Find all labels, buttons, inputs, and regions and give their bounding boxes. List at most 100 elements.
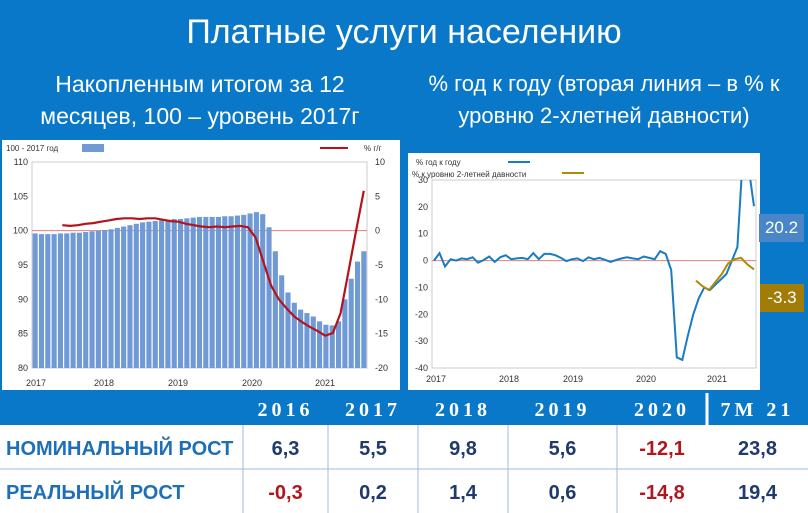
table-row-label: НОМИНАЛЬНЫЙ РОСТ xyxy=(6,436,233,460)
x-tick-label: 2018 xyxy=(94,378,114,388)
bar xyxy=(121,226,127,368)
y-left-tick-label: 80 xyxy=(18,363,28,373)
x-tick-label: 2017 xyxy=(426,374,446,384)
x-tick-label: 2020 xyxy=(636,374,656,384)
bar xyxy=(190,217,196,368)
legend-bars-label: 100 - 2017 год xyxy=(6,144,58,153)
y-tick-label: 0 xyxy=(423,256,428,266)
bar xyxy=(127,225,133,368)
left-chart: 80 85 90 95 100 105 110 -20 -15 -10 -5 0 5 10 2017 2018… xyxy=(2,140,400,390)
table-header-bg xyxy=(0,393,808,425)
table-cell: 1,4 xyxy=(449,482,478,504)
y-right-tick-label: -10 xyxy=(375,294,388,304)
legend-bars-swatch xyxy=(82,144,104,152)
yoy-red-line xyxy=(62,190,365,337)
bar xyxy=(329,325,335,368)
table-year-header: 2020 xyxy=(634,399,690,421)
plot-frame xyxy=(431,179,757,369)
bar xyxy=(108,229,114,368)
bar xyxy=(133,223,139,368)
left-chart-subtitle: Накопленным итогом за 12 месяцев, 100 – … xyxy=(40,71,360,129)
bar xyxy=(32,233,38,368)
x-tick-label: 2019 xyxy=(168,378,188,388)
bar xyxy=(171,218,177,368)
bar xyxy=(247,213,253,368)
y-left-tick-label: 90 xyxy=(18,294,28,304)
bar xyxy=(298,309,304,368)
bar xyxy=(140,222,146,368)
table-cell: 5,5 xyxy=(359,438,387,460)
yoy-end-label: 20.2 xyxy=(759,214,804,242)
legend-two-year-label: % к уровню 2-летней давности xyxy=(412,170,526,179)
table-year-header: 2017 xyxy=(345,399,401,421)
bar xyxy=(196,216,203,368)
bar xyxy=(323,324,329,368)
y-tick-label: 10 xyxy=(418,229,428,239)
bar xyxy=(165,219,171,368)
y-right-tick-label: 0 xyxy=(375,226,380,236)
bar xyxy=(152,221,158,368)
bar xyxy=(234,215,240,368)
bar xyxy=(159,220,165,368)
y-tick-label: 20 xyxy=(418,202,428,212)
bar xyxy=(336,321,342,368)
bar xyxy=(76,232,82,368)
bar xyxy=(114,227,120,368)
bar xyxy=(222,216,228,368)
bar xyxy=(348,278,354,368)
y-left-tick-label: 95 xyxy=(18,260,28,270)
y-right-tick-label: -5 xyxy=(375,260,383,270)
y-tick-label: 30 xyxy=(418,175,428,185)
legend-red-label: % г/г xyxy=(364,144,381,153)
table-row-label: РЕАЛЬНЫЙ РОСТ xyxy=(6,480,185,504)
bar xyxy=(361,251,367,368)
growth-table: 2016 2017 2018 2019 2020 7М 21 НОМИНАЛЬНЫЙ РОС… xyxy=(0,393,808,513)
table-cell: 9,8 xyxy=(449,438,477,460)
bar xyxy=(260,214,266,368)
bar xyxy=(95,230,101,368)
x-tick-label: 2021 xyxy=(315,378,335,388)
y-tick-label: -40 xyxy=(415,363,428,373)
bar xyxy=(177,218,184,368)
bar xyxy=(209,216,215,368)
bar xyxy=(285,292,291,368)
bar xyxy=(228,216,234,368)
table-cell: 19,4 xyxy=(738,482,778,504)
y-right-tick-label: 10 xyxy=(375,157,385,167)
yoy-blue-line xyxy=(433,180,755,362)
table-cell: 0,2 xyxy=(359,482,387,504)
y-left-tick-label: 100 xyxy=(13,226,28,236)
right-chart-subtitle: % год к году (вторая линия – в % к уровн… xyxy=(428,71,780,128)
table-cell: -0,3 xyxy=(268,482,302,504)
x-tick-label: 2019 xyxy=(563,374,583,384)
bar xyxy=(38,234,45,368)
y-left-tick-label: 110 xyxy=(14,157,28,167)
table-cell: 23,8 xyxy=(738,438,777,460)
bar xyxy=(215,216,222,368)
bar xyxy=(45,234,51,368)
x-tick-label: 2020 xyxy=(242,378,262,388)
table-cell: 0,6 xyxy=(549,482,577,504)
table-cell: -12,1 xyxy=(639,438,685,460)
table-year-header: 7М 21 xyxy=(721,399,795,421)
y-tick-label: -10 xyxy=(415,282,428,292)
bar xyxy=(51,234,57,368)
bar xyxy=(102,229,108,368)
bar xyxy=(89,231,95,368)
right-chart: 30 20 10 0 -10 -20 -30 -40 2017 2018 2019 2020 2021%… xyxy=(408,153,760,390)
legend-yoy-label: % год к году xyxy=(416,158,461,167)
y-right-tick-label: -20 xyxy=(375,363,388,373)
y-left-tick-label: 85 xyxy=(18,329,28,339)
slide-title: Платные услуги населению xyxy=(186,13,622,51)
bar xyxy=(304,313,310,368)
x-tick-label: 2017 xyxy=(26,378,46,388)
bar xyxy=(203,216,209,368)
bar xyxy=(317,321,323,368)
two-year-gold-line xyxy=(695,256,755,292)
bar xyxy=(291,302,297,368)
y-right-tick-label: 5 xyxy=(375,191,380,201)
bar xyxy=(184,218,190,368)
bar xyxy=(146,221,152,368)
bar xyxy=(354,261,361,368)
bar xyxy=(83,232,89,368)
